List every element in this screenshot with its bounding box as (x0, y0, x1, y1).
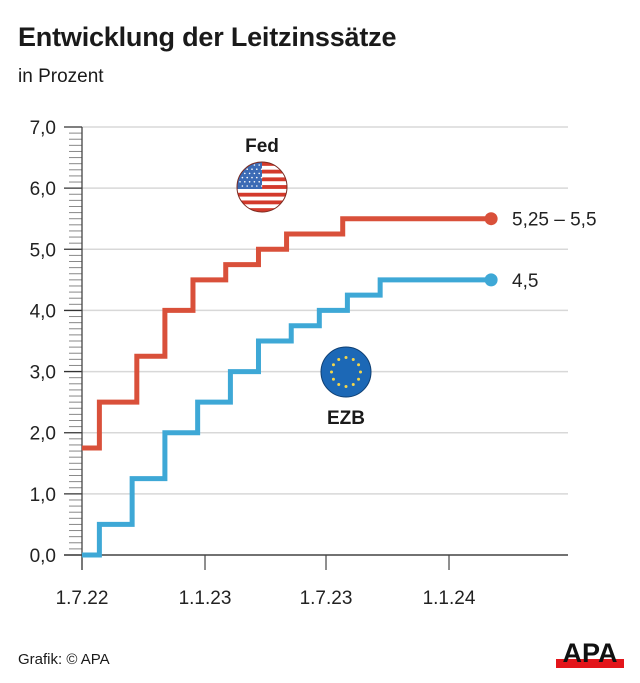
flag-star (239, 164, 241, 166)
series-label-ezb: EZB (327, 408, 365, 429)
flag-star (253, 172, 256, 175)
eu-star (337, 357, 341, 361)
flag-star (251, 168, 253, 170)
series-end-marker (484, 273, 498, 287)
flag-star (248, 181, 251, 183)
flag-star (241, 168, 244, 170)
y-tick-label: 5,0 (30, 240, 56, 261)
eu-star (359, 370, 362, 374)
flag-stripe (237, 196, 287, 201)
source-credit: Grafik: © APA (18, 651, 110, 668)
y-tick-label: 6,0 (30, 179, 56, 200)
flag-star (244, 181, 246, 183)
eu-star (330, 370, 333, 374)
series-end-marker (484, 212, 498, 226)
flag-star (241, 176, 244, 179)
y-tick-label: 1,0 (30, 485, 56, 506)
x-tick-label: 1.7.22 (56, 588, 109, 609)
eu-flag-body (320, 346, 372, 398)
flag-star (248, 172, 251, 175)
x-tick-label: 1.7.23 (300, 588, 353, 609)
chart-subtitle: in Prozent (18, 66, 104, 87)
eu-star (357, 377, 361, 381)
flag-star (253, 181, 256, 183)
flag-canton (237, 162, 262, 189)
flag-star (239, 181, 241, 183)
us-flag-icon (236, 161, 288, 213)
flag-star (246, 176, 248, 179)
eu-star (337, 383, 341, 387)
svg-text:APA: APA (562, 640, 617, 668)
flag-stripe (237, 188, 287, 194)
series-label-fed: Fed (245, 136, 279, 157)
series-end-label: 4,5 (512, 271, 538, 292)
flag-stripe (237, 204, 287, 209)
flag-star (251, 185, 253, 187)
flag-star (251, 176, 253, 179)
y-tick-label: 7,0 (30, 118, 56, 139)
flag-star (246, 185, 248, 187)
flag-star (255, 176, 258, 179)
flag-stripe (237, 208, 287, 212)
eu-star (357, 363, 361, 367)
eu-star (344, 385, 348, 388)
flag-star (241, 185, 244, 187)
flag-star (244, 172, 246, 175)
flag-star (258, 164, 261, 166)
y-tick-label: 3,0 (30, 363, 56, 384)
x-tick-label: 1.1.23 (179, 588, 232, 609)
y-tick-label: 4,0 (30, 301, 56, 322)
flag-star (260, 176, 263, 179)
series-line-fed (82, 216, 492, 451)
flag-star (258, 181, 261, 183)
flag-stripe (237, 192, 287, 197)
y-tick-label: 0,0 (30, 546, 56, 567)
flag-star (258, 172, 261, 175)
eu-star (351, 383, 355, 387)
eu-flag-icon (320, 346, 372, 398)
series-end-label: 5,25 – 5,5 (512, 210, 597, 231)
series-line-ezb (82, 277, 492, 558)
chart-title: Entwicklung der Leitzinssätze (18, 22, 397, 52)
flag-star (246, 168, 248, 170)
flag-star (253, 164, 256, 166)
us-flag-body (237, 162, 287, 212)
eu-star (344, 356, 348, 359)
flag-star (260, 168, 263, 170)
x-tick-label: 1.1.24 (423, 588, 476, 609)
apa-logo: APA (556, 640, 624, 668)
flag-star (255, 185, 258, 187)
eu-star (331, 377, 335, 381)
eu-star (351, 357, 355, 361)
flag-star (260, 185, 263, 187)
flag-star (255, 168, 258, 170)
flag-border (236, 161, 288, 213)
flag-stripe (237, 200, 287, 205)
y-tick-label: 2,0 (30, 424, 56, 445)
eu-star (331, 363, 335, 367)
flag-star (244, 164, 246, 166)
